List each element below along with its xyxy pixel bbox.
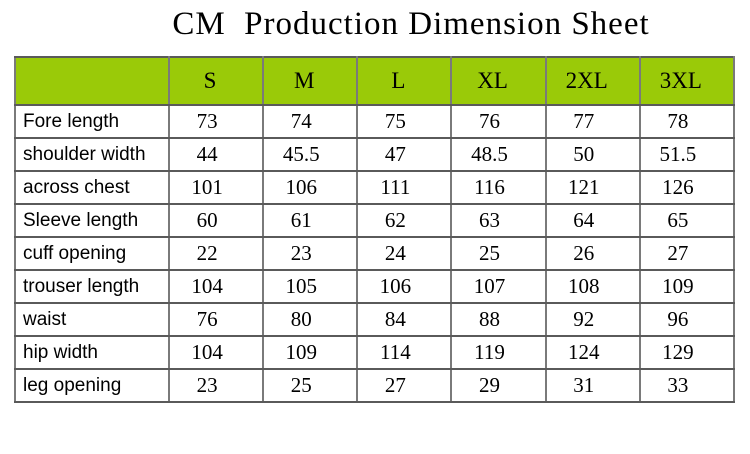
value-cell: 119 [450,335,547,370]
value-cell: 25 [262,368,359,403]
row-label-cell: Fore length [14,104,170,139]
value-cell: 64 [544,203,641,238]
value-cell: 23 [167,368,265,403]
value-cell: 74 [262,104,359,139]
value-cell: 44 [167,137,265,172]
value-cell: 23 [262,236,359,271]
value-cell: 27 [356,368,453,403]
value-cell: 78 [638,104,736,139]
size-column-header: M [262,56,359,106]
value-cell: 96 [638,302,736,337]
row-label-cell: shoulder width [14,137,170,172]
row-label-cell: cuff opening [14,236,170,271]
value-cell: 62 [356,203,453,238]
value-cell: 47 [356,137,453,172]
value-cell: 77 [544,104,641,139]
value-cell: 121 [544,170,641,205]
value-cell: 63 [450,203,547,238]
value-cell: 61 [262,203,359,238]
value-cell: 76 [167,302,265,337]
value-cell: 48.5 [450,137,547,172]
value-cell: 116 [450,170,547,205]
value-cell: 31 [544,368,641,403]
value-cell: 80 [262,302,359,337]
value-cell: 101 [167,170,265,205]
value-cell: 107 [450,269,547,304]
dimension-rows: Fore length 73 74 75 76 77 78 shoulder width 44 4… [14,104,736,403]
value-cell: 25 [450,236,547,271]
size-column-header: S [167,56,265,106]
row-label-cell: trouser length [14,269,170,304]
value-cell: 106 [356,269,453,304]
value-cell: 26 [544,236,641,271]
value-cell: 75 [356,104,453,139]
value-cell: 109 [638,269,736,304]
value-cell: 65 [638,203,736,238]
size-header-row: S M L XL 2XL 3XL [14,56,736,106]
table-row: trouser length 104 105 106 107 108 109 [14,269,736,304]
row-label-cell: waist [14,302,170,337]
table-row: hip width 104 109 114 119 124 129 [14,335,736,370]
value-cell: 129 [638,335,736,370]
value-cell: 76 [450,104,547,139]
value-cell: 114 [356,335,453,370]
table-row: shoulder width 44 45.5 47 48.5 50 51.5 [14,137,736,172]
size-column-header: XL [450,56,547,106]
value-cell: 126 [638,170,736,205]
value-cell: 24 [356,236,453,271]
value-cell: 111 [356,170,453,205]
table-row: Fore length 73 74 75 76 77 78 [14,104,736,139]
page-title: CM Production Dimension Sheet [172,6,650,42]
value-cell: 108 [544,269,641,304]
value-cell: 51.5 [638,137,736,172]
row-label-cell: leg opening [14,368,170,403]
value-cell: 27 [638,236,736,271]
value-cell: 50 [544,137,641,172]
value-cell: 105 [262,269,359,304]
table-row: cuff opening 22 23 24 25 26 27 [14,236,736,271]
value-cell: 88 [450,302,547,337]
table-header-row: S M L XL 2XL 3XL [14,56,736,106]
table-row: across chest 101 106 111 116 121 126 [14,170,736,205]
size-column-header: 3XL [638,56,736,106]
row-label-cell: across chest [14,170,170,205]
value-cell: 45.5 [262,137,359,172]
value-cell: 106 [262,170,359,205]
value-cell: 84 [356,302,453,337]
value-cell: 73 [167,104,265,139]
value-cell: 22 [167,236,265,271]
value-cell: 33 [638,368,736,403]
dimension-table: S M L XL 2XL 3XL Fore length 73 74 75 76 77 78 shoul… [14,56,736,403]
size-column-header: 2XL [544,56,641,106]
table-row: waist 76 80 84 88 92 96 [14,302,736,337]
row-label-cell: Sleeve length [14,203,170,238]
corner-header-cell [14,56,170,106]
table-row: Sleeve length 60 61 62 63 64 65 [14,203,736,238]
value-cell: 104 [167,269,265,304]
value-cell: 92 [544,302,641,337]
row-label-cell: hip width [14,335,170,370]
value-cell: 60 [167,203,265,238]
value-cell: 109 [262,335,359,370]
value-cell: 124 [544,335,641,370]
table-row: leg opening 23 25 27 29 31 33 [14,368,736,403]
value-cell: 104 [167,335,265,370]
size-column-header: L [356,56,453,106]
value-cell: 29 [450,368,547,403]
